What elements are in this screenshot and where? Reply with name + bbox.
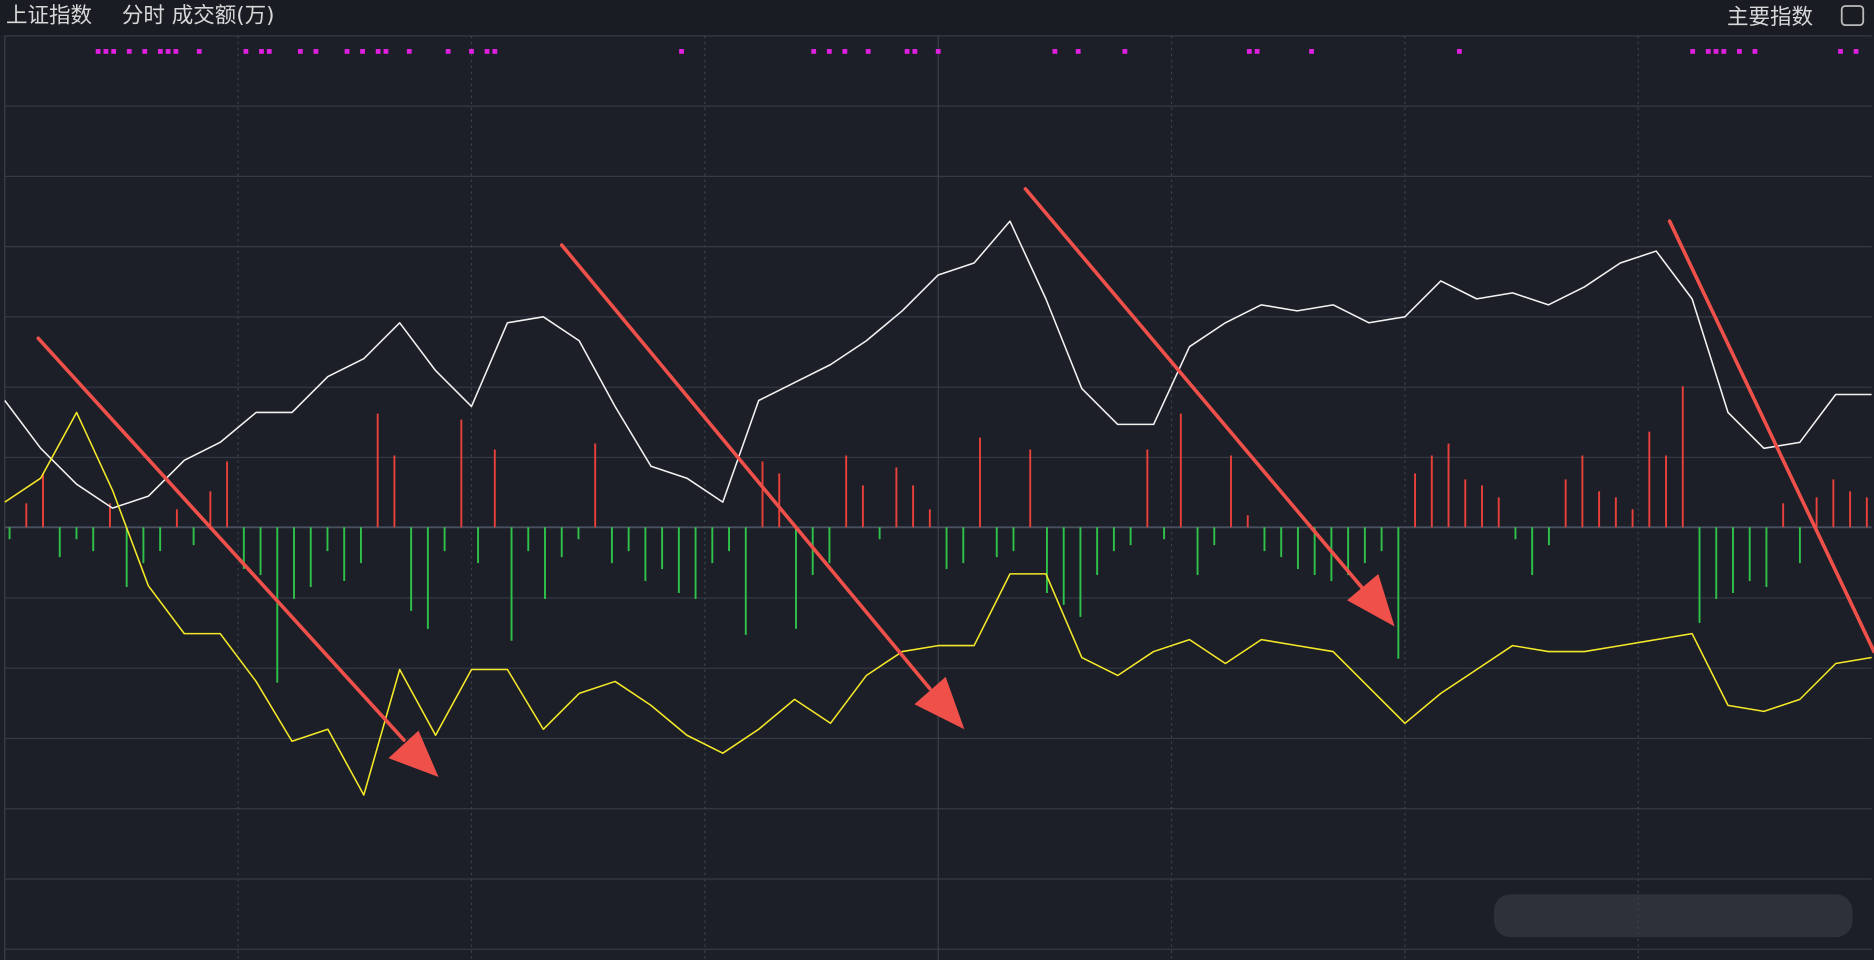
header-bar <box>0 0 1874 35</box>
signal-dot <box>679 49 684 54</box>
signal-dot <box>1254 49 1260 54</box>
signal-dot <box>173 49 179 54</box>
signal-dot <box>1075 49 1081 54</box>
panel-toggle[interactable] <box>1840 5 1865 27</box>
signal-dot <box>344 49 350 54</box>
signal-dot <box>935 49 941 54</box>
signal-dot <box>1246 49 1252 54</box>
signal-dot <box>912 49 918 54</box>
signal-dot <box>313 49 319 54</box>
signal-dot <box>142 49 148 54</box>
price-line <box>4 411 1872 796</box>
grid <box>4 35 1872 960</box>
signal-dot <box>1838 49 1843 54</box>
signal-dot <box>1122 49 1128 54</box>
signal-dot <box>1713 49 1719 54</box>
arrow <box>1667 219 1874 654</box>
signal-dot <box>1736 49 1742 54</box>
signal-dot <box>360 49 365 54</box>
signal-dot <box>865 49 871 54</box>
signal-dot <box>1309 49 1314 54</box>
signal-dot <box>1721 49 1727 54</box>
signal-dot <box>484 49 490 54</box>
signal-dot <box>904 49 910 54</box>
signal-dot <box>266 49 272 54</box>
annotations <box>36 187 1874 777</box>
arrow <box>1023 187 1365 590</box>
signal-dot <box>103 49 109 54</box>
signal-dot <box>492 49 498 54</box>
arrow-head <box>914 676 965 730</box>
signal-dot <box>1853 49 1859 54</box>
signal-dot <box>1456 49 1462 54</box>
arrow <box>36 336 406 742</box>
signal-dot <box>1705 49 1711 54</box>
signal-dot <box>383 49 389 54</box>
signal-dot <box>196 49 202 54</box>
arrow-head <box>388 730 439 777</box>
signal-dot <box>259 49 264 54</box>
signal-dot <box>445 49 451 54</box>
plot <box>4 49 1872 796</box>
signal-dot <box>111 49 117 54</box>
signal-dot <box>375 49 381 54</box>
signal-dot <box>297 49 303 54</box>
signal-dot <box>842 49 848 54</box>
signal-dot <box>157 49 163 54</box>
chart-mode[interactable]: 分时 成交额(万) <box>122 4 275 29</box>
signal-dot <box>469 49 474 54</box>
signal-dot <box>811 49 817 54</box>
arrow <box>559 243 932 691</box>
signal-dot <box>1690 49 1696 54</box>
signal-dot <box>165 49 171 54</box>
price-line <box>4 220 1872 509</box>
arrow-head <box>1347 574 1395 627</box>
signal-dot <box>1052 49 1058 54</box>
signal-dot <box>95 49 101 54</box>
signal-dot <box>1752 49 1758 54</box>
index-title: 上证指数 <box>6 4 92 29</box>
signal-dot <box>406 49 412 54</box>
signal-dot <box>126 49 132 54</box>
index-menu[interactable]: 主要指数 <box>1727 5 1813 30</box>
watermark <box>1493 894 1853 938</box>
signal-dot <box>826 49 832 54</box>
signal-dot <box>243 49 249 54</box>
